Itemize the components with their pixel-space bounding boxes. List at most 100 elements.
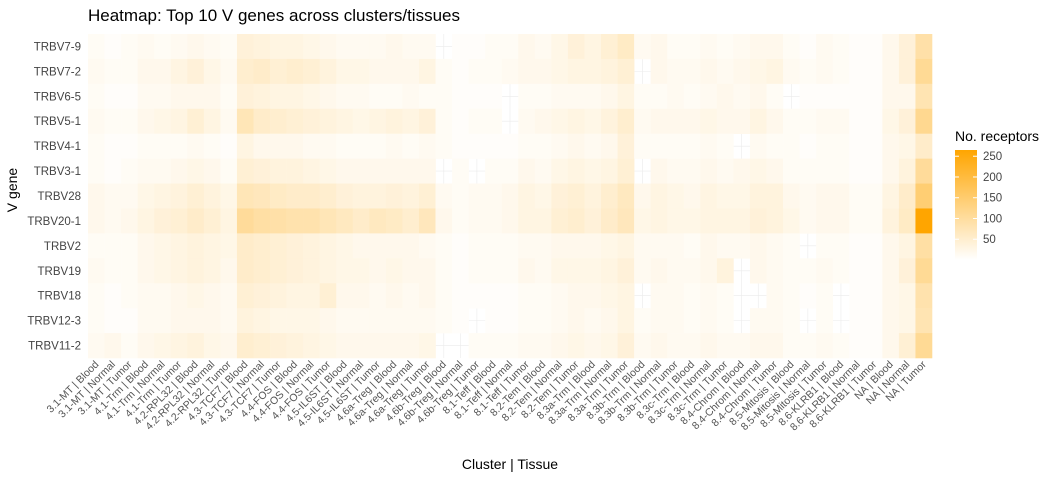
heatmap-cell	[402, 83, 420, 110]
heatmap-cell	[683, 34, 701, 60]
heatmap-cell	[336, 108, 354, 134]
heatmap-cell	[369, 308, 387, 334]
heatmap-cell	[882, 208, 900, 234]
heatmap-cell	[832, 83, 850, 110]
heatmap-cell	[319, 308, 337, 334]
heatmap-cell	[385, 233, 403, 259]
heatmap-cell	[749, 258, 767, 284]
heatmap-cell	[187, 258, 205, 284]
heatmap-cell	[121, 208, 138, 234]
heatmap-cell	[849, 283, 867, 309]
heatmap-cell	[650, 258, 668, 284]
heatmap-cell	[650, 208, 668, 234]
heatmap-cell	[303, 308, 320, 334]
heatmap-cell	[799, 108, 817, 134]
heatmap-cell	[121, 34, 138, 60]
y-tick-label: TRBV4-1	[34, 141, 81, 153]
heatmap-cell	[236, 333, 254, 359]
heatmap-cell	[816, 58, 834, 85]
heatmap-cell	[534, 34, 552, 60]
heatmap-cell	[452, 283, 469, 309]
heatmap-cell	[898, 308, 916, 334]
heatmap-cell	[385, 108, 403, 134]
heatmap-cell	[667, 83, 685, 110]
heatmap-cell	[187, 208, 205, 234]
heatmap-cell	[286, 83, 304, 110]
heatmap-cell	[766, 158, 784, 184]
heatmap-cell	[567, 58, 585, 85]
heatmap-cell	[766, 133, 784, 159]
heatmap-cell	[220, 333, 238, 359]
heatmap-cell	[799, 133, 817, 159]
heatmap-cell	[816, 108, 834, 134]
heatmap-cell	[402, 233, 420, 259]
heatmap-cell	[485, 308, 503, 334]
heatmap-cell	[402, 58, 420, 85]
heatmap-cell	[452, 34, 469, 60]
heatmap-cell	[915, 258, 933, 284]
heatmap-cell	[832, 158, 850, 184]
heatmap-cell	[104, 258, 122, 284]
heatmap-cell	[783, 208, 800, 234]
heatmap-cell	[882, 233, 900, 259]
heatmap-cell	[88, 133, 105, 159]
y-tick-label: TRBV7-2	[34, 66, 81, 78]
heatmap-cell	[303, 133, 320, 159]
heatmap-cell	[667, 58, 685, 85]
heatmap-cell	[700, 83, 718, 110]
heatmap-cell	[617, 183, 635, 209]
heatmap-cell	[667, 208, 685, 234]
heatmap-cell	[352, 158, 370, 184]
heatmap-cell	[286, 258, 304, 284]
heatmap-cell	[170, 208, 188, 234]
heatmap-cell	[601, 34, 618, 60]
heatmap-cell	[270, 283, 287, 309]
heatmap-cell	[203, 283, 221, 309]
y-tick-label: TRBV6-5	[34, 91, 81, 103]
heatmap-cell	[418, 183, 436, 209]
heatmap-cell	[170, 158, 188, 184]
heatmap-cell	[253, 208, 271, 234]
heatmap-cell	[650, 233, 668, 259]
heatmap-cell	[534, 283, 552, 309]
heatmap-cell	[352, 58, 370, 85]
heatmap-cell	[435, 283, 453, 309]
heatmap-cell	[832, 333, 850, 359]
heatmap-cell	[783, 283, 800, 309]
heatmap-cell	[534, 308, 552, 334]
heatmap-cell	[154, 58, 172, 85]
heatmap-cell	[716, 283, 734, 309]
heatmap-cell	[749, 133, 767, 159]
heatmap-cell	[121, 58, 138, 85]
heatmap-cell	[319, 233, 337, 259]
heatmap-cell	[319, 208, 337, 234]
heatmap-cell	[187, 133, 205, 159]
heatmap-cell	[617, 58, 635, 85]
heatmap-cell	[898, 283, 916, 309]
heatmap-cell	[783, 183, 800, 209]
heatmap-cell	[617, 208, 635, 234]
heatmap-cell	[270, 233, 287, 259]
heatmap-cell	[88, 283, 105, 309]
heatmap-cell	[385, 333, 403, 359]
heatmap-cell	[749, 58, 767, 85]
heatmap-cell	[468, 183, 486, 209]
heatmap-cell	[418, 158, 436, 184]
heatmap-cell	[352, 133, 370, 159]
heatmap-cell	[253, 258, 271, 284]
heatmap-cell	[154, 308, 172, 334]
heatmap-cell	[385, 308, 403, 334]
heatmap-cell	[203, 333, 221, 359]
heatmap-cell	[88, 258, 105, 284]
heatmap-cell	[716, 158, 734, 184]
heatmap-cell	[170, 333, 188, 359]
heatmap-cell	[154, 158, 172, 184]
heatmap-cell	[650, 158, 668, 184]
heatmap-cell	[898, 58, 916, 85]
heatmap-cell	[452, 233, 469, 259]
heatmap-cell	[253, 108, 271, 134]
heatmap-cell	[601, 308, 618, 334]
heatmap-cell	[319, 108, 337, 134]
